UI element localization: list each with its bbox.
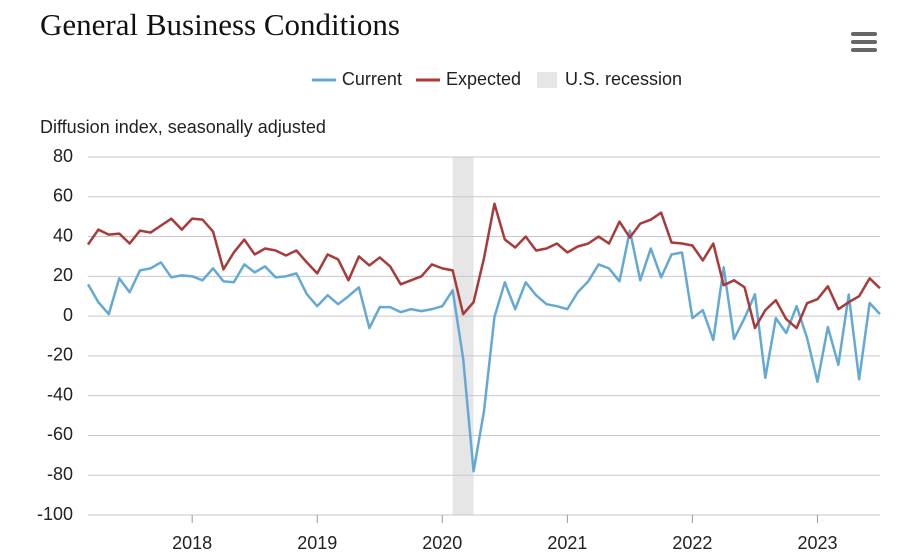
chart-title: General Business Conditions (40, 7, 400, 42)
y-tick-label: -80 (47, 464, 73, 484)
series-line (86, 202, 881, 330)
y-tick-label: -60 (47, 424, 73, 444)
legend-label: U.S. recession (565, 69, 682, 89)
y-tick-label: -40 (47, 384, 73, 404)
series-line (86, 229, 881, 473)
menu-bar[interactable] (851, 32, 877, 36)
menu-bar[interactable] (851, 40, 877, 44)
recession-band (452, 157, 474, 515)
y-tick-label: 0 (63, 305, 73, 325)
y-axis-label: Diffusion index, seasonally adjusted (40, 117, 326, 137)
menu-icon[interactable] (851, 32, 877, 52)
x-tick-label: 2018 (172, 533, 212, 553)
y-tick-label: -20 (47, 345, 73, 365)
legend-swatch (537, 72, 558, 88)
y-tick-label: 60 (53, 186, 73, 206)
y-tick-label: 40 (53, 225, 73, 245)
x-tick-label: 2019 (297, 533, 337, 553)
legend-label: Expected (446, 69, 521, 89)
legend-label: Current (342, 69, 402, 89)
y-tick-label: 80 (53, 146, 73, 166)
x-tick-label: 2021 (547, 533, 587, 553)
x-tick-label: 2022 (672, 533, 712, 553)
x-tick-label: 2023 (797, 533, 837, 553)
y-tick-label: -100 (37, 504, 73, 524)
menu-bar[interactable] (851, 48, 877, 52)
x-tick-label: 2020 (422, 533, 462, 553)
y-tick-label: 20 (53, 265, 73, 285)
